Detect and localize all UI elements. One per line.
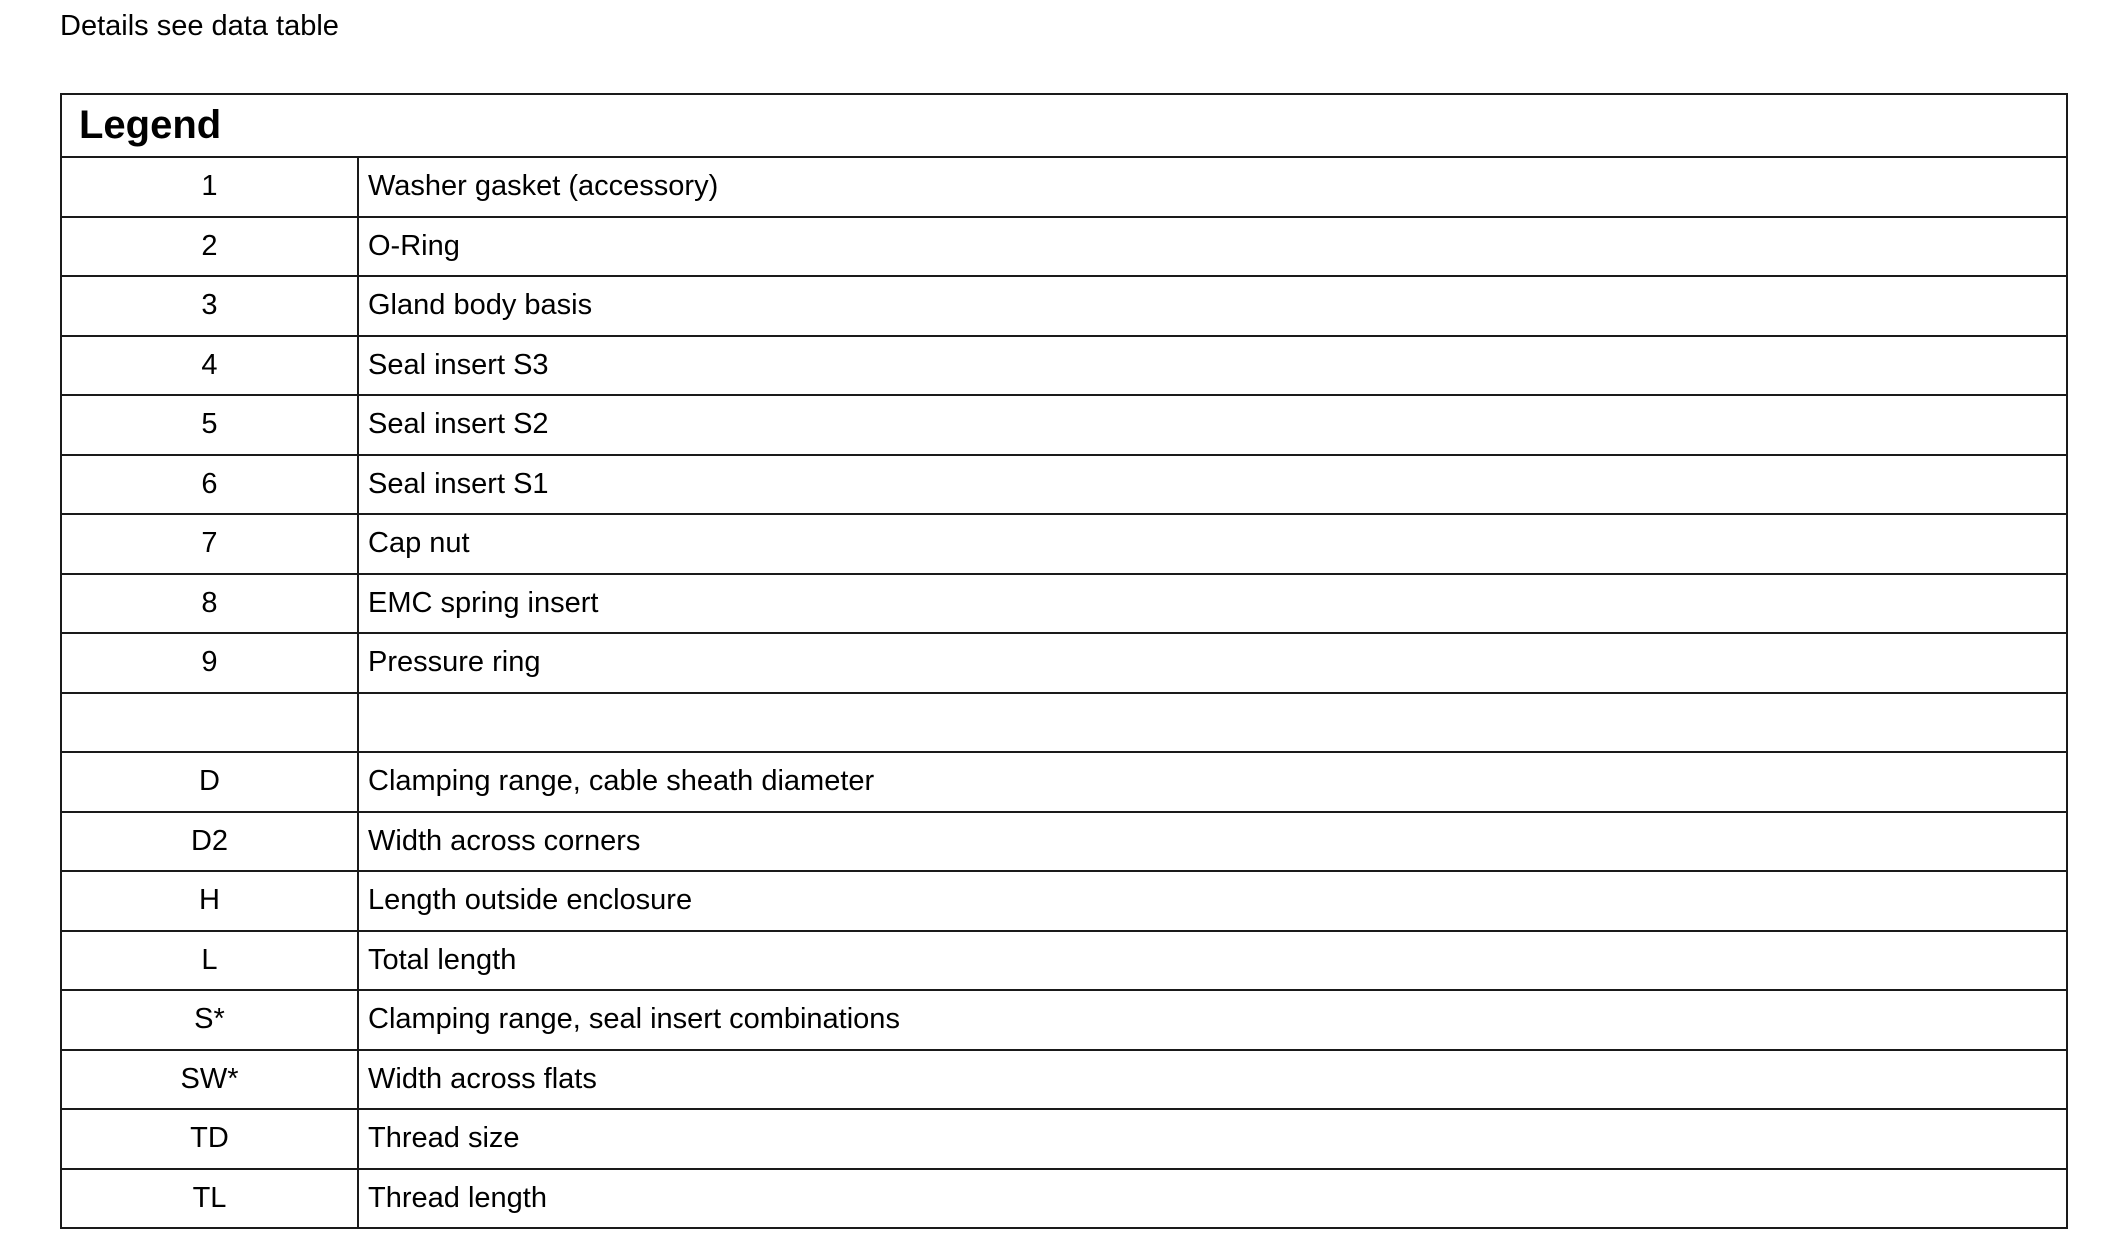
table-row: TD Thread size [60,1108,2068,1170]
legend-key: H [60,870,359,932]
table-row: 1 Washer gasket (accessory) [60,156,2068,218]
legend-key: D2 [60,810,359,872]
legend-title: Legend [60,93,2068,158]
legend-key: 1 [60,156,359,218]
legend-description: O-Ring [357,215,2068,277]
legend-key: 9 [60,632,359,694]
table-row: D Clamping range, cable sheath diameter [60,751,2068,813]
legend-key: 3 [60,275,359,337]
legend-key: 7 [60,513,359,575]
legend-description: Width across flats [357,1048,2068,1110]
legend-description: Total length [357,929,2068,991]
legend-description: Thread length [357,1167,2068,1229]
table-row: H Length outside enclosure [60,870,2068,932]
legend-description: Clamping range, cable sheath diameter [357,751,2068,813]
legend-key: S* [60,989,359,1051]
legend-description: Seal insert S1 [357,453,2068,515]
table-row: TL Thread length [60,1167,2068,1229]
table-row: 5 Seal insert S2 [60,394,2068,456]
table-row: 3 Gland body basis [60,275,2068,337]
legend-description: Seal insert S3 [357,334,2068,396]
legend-table: Legend 1 Washer gasket (accessory) 2 O-Ring… [60,93,2068,1229]
table-row: 4 Seal insert S3 [60,334,2068,396]
legend-description: Gland body basis [357,275,2068,337]
legend-key: 5 [60,394,359,456]
table-row: 7 Cap nut [60,513,2068,575]
legend-description: Thread size [357,1108,2068,1170]
intro-text: Details see data table [60,10,339,42]
legend-key: 4 [60,334,359,396]
legend-key [60,691,359,753]
legend-key: TD [60,1108,359,1170]
legend-description: Clamping range, seal insert combinations [357,989,2068,1051]
legend-description: Seal insert S2 [357,394,2068,456]
legend-key: 8 [60,572,359,634]
legend-key: L [60,929,359,991]
table-row: 6 Seal insert S1 [60,453,2068,515]
table-row: L Total length [60,929,2068,991]
table-row [60,691,2068,753]
table-row: S* Clamping range, seal insert combinatio… [60,989,2068,1051]
legend-key: SW* [60,1048,359,1110]
legend-key: 6 [60,453,359,515]
legend-description: Washer gasket (accessory) [357,156,2068,218]
legend-header-row: Legend [60,93,2068,158]
legend-description: Pressure ring [357,632,2068,694]
table-row: SW* Width across flats [60,1048,2068,1110]
legend-key: D [60,751,359,813]
table-row: 9 Pressure ring [60,632,2068,694]
legend-description: Width across corners [357,810,2068,872]
legend-description: Length outside enclosure [357,870,2068,932]
legend-description: Cap nut [357,513,2068,575]
table-row: D2 Width across corners [60,810,2068,872]
legend-description: EMC spring insert [357,572,2068,634]
legend-key: 2 [60,215,359,277]
legend-description [357,691,2068,753]
table-row: 2 O-Ring [60,215,2068,277]
legend-key: TL [60,1167,359,1229]
table-row: 8 EMC spring insert [60,572,2068,634]
